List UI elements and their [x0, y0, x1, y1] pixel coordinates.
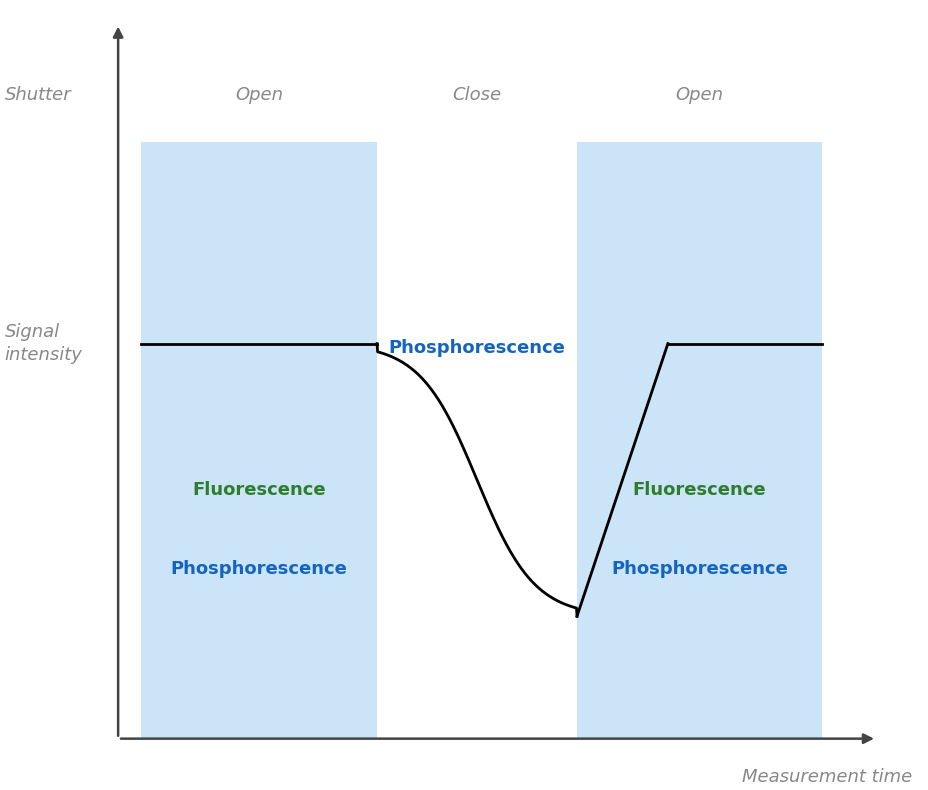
Text: Signal
intensity: Signal intensity — [5, 323, 83, 364]
Text: Fluorescence: Fluorescence — [192, 481, 326, 498]
Text: Shutter: Shutter — [5, 86, 71, 103]
Text: Measurement time: Measurement time — [741, 768, 911, 786]
Bar — [576, 142, 821, 739]
Bar — [141, 142, 377, 739]
Text: Phosphorescence: Phosphorescence — [171, 560, 347, 577]
Text: Phosphorescence: Phosphorescence — [388, 339, 565, 356]
Text: Phosphorescence: Phosphorescence — [611, 560, 787, 577]
Text: Open: Open — [675, 86, 723, 103]
Text: Open: Open — [235, 86, 283, 103]
Text: Fluorescence: Fluorescence — [632, 481, 766, 498]
Text: Close: Close — [452, 86, 501, 103]
